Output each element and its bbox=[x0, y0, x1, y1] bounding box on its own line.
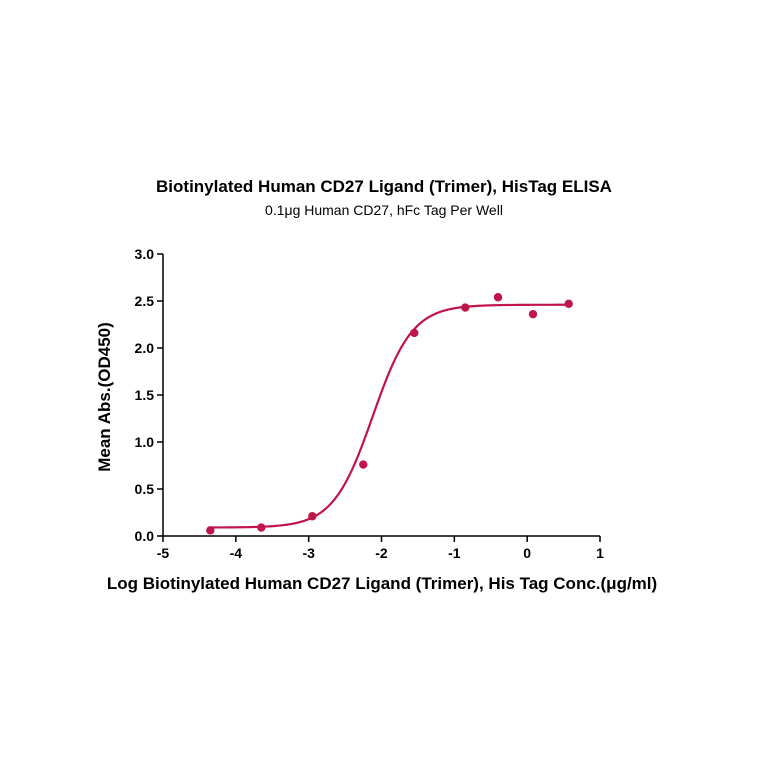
data-points-layer bbox=[206, 293, 573, 535]
data-point bbox=[257, 523, 266, 532]
fit-curve-layer bbox=[210, 303, 569, 529]
y-tick-label: 3.0 bbox=[135, 246, 155, 262]
y-tick-label: 1.5 bbox=[135, 387, 155, 403]
x-tick-label: 1 bbox=[596, 545, 604, 561]
plot-area: 0.0 0.5 1.0 1.5 2.0 2.5 3.0 -5 -4 -3 -2 -1 0 1 bbox=[135, 246, 605, 561]
data-point bbox=[359, 460, 368, 469]
fit-curve bbox=[210, 303, 569, 529]
x-tick-label: -3 bbox=[302, 545, 315, 561]
data-point bbox=[528, 309, 538, 319]
chart-subtitle: 0.1μg Human CD27, hFc Tag Per Well bbox=[265, 202, 503, 218]
y-tick-label: 0.5 bbox=[135, 481, 155, 497]
chart-title: Biotinylated Human CD27 Ligand (Trimer),… bbox=[156, 177, 612, 196]
data-point bbox=[461, 303, 470, 312]
y-tick-label: 2.5 bbox=[135, 293, 155, 309]
x-tick-label: 0 bbox=[523, 545, 531, 561]
y-tick-label: 2.0 bbox=[135, 340, 155, 356]
y-axis-ticks: 0.0 0.5 1.0 1.5 2.0 2.5 3.0 bbox=[135, 246, 163, 544]
data-point bbox=[410, 328, 419, 338]
y-axis-label: Mean Abs.(OD450) bbox=[95, 322, 114, 472]
data-point bbox=[564, 299, 573, 309]
y-tick-label: 0.0 bbox=[135, 528, 155, 544]
data-point bbox=[308, 512, 317, 521]
x-tick-label: -4 bbox=[230, 545, 243, 561]
data-point bbox=[206, 526, 215, 535]
x-axis-label: Log Biotinylated Human CD27 Ligand (Trim… bbox=[107, 574, 657, 593]
x-tick-label: -2 bbox=[375, 545, 388, 561]
x-axis-ticks: -5 -4 -3 -2 -1 0 1 bbox=[157, 536, 604, 561]
y-tick-label: 1.0 bbox=[135, 434, 155, 450]
data-point bbox=[493, 293, 503, 302]
x-tick-label: -1 bbox=[448, 545, 461, 561]
x-tick-label: -5 bbox=[157, 545, 170, 561]
